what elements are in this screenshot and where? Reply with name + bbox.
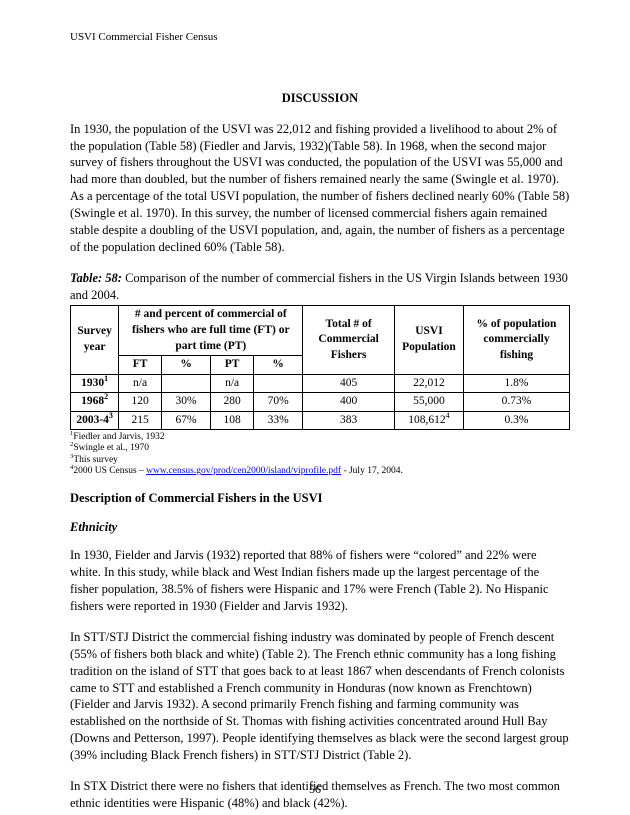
subsection-heading: Description of Commercial Fishers in the… bbox=[70, 490, 570, 507]
cell: 67% bbox=[161, 411, 210, 430]
fn3-text: This survey bbox=[73, 455, 118, 465]
cell: 280 bbox=[211, 393, 254, 412]
fn2-text: Swingle et al., 1970 bbox=[73, 443, 149, 453]
cell bbox=[253, 374, 302, 393]
footnote-3: 3This survey bbox=[70, 455, 570, 466]
footnote-2: 2Swingle et al., 1970 bbox=[70, 443, 570, 454]
col-usvi-pop: USVI Population bbox=[394, 306, 463, 374]
cell: 108,6124 bbox=[394, 411, 463, 430]
col-total-fishers: Total # of Commercial Fishers bbox=[303, 306, 395, 374]
cell: n/a bbox=[211, 374, 254, 393]
census-link[interactable]: www.census.gov/prod/cen2000/island/vipro… bbox=[146, 466, 341, 476]
year-2003: 2003-4 bbox=[76, 414, 109, 426]
fisher-table: Survey year # and percent of commercial … bbox=[70, 305, 570, 430]
cell: n/a bbox=[119, 374, 162, 393]
table-caption-text: Comparison of the number of commercial f… bbox=[70, 271, 568, 302]
col-pt-pct: % bbox=[253, 356, 302, 375]
table-row: 19301 n/a n/a 405 22,012 1.8% bbox=[71, 374, 570, 393]
col-survey-year: Survey year bbox=[71, 306, 119, 374]
col-pt: PT bbox=[211, 356, 254, 375]
sup-1: 1 bbox=[104, 374, 108, 383]
ethnicity-para-2: In STT/STJ District the commercial fishi… bbox=[70, 629, 570, 764]
sup-3: 3 bbox=[109, 411, 113, 420]
year-1930: 1930 bbox=[81, 377, 104, 389]
sup-2: 2 bbox=[104, 392, 108, 401]
table-row: 19682 120 30% 280 70% 400 55,000 0.73% bbox=[71, 393, 570, 412]
page-header: USVI Commercial Fisher Census bbox=[70, 30, 570, 45]
cell: 33% bbox=[253, 411, 302, 430]
fn4-text-b: - July 17, 2004. bbox=[341, 466, 403, 476]
table-row: 2003-43 215 67% 108 33% 383 108,6124 0.3… bbox=[71, 411, 570, 430]
fn4-text-a: 2000 US Census – bbox=[73, 466, 146, 476]
cell: 120 bbox=[119, 393, 162, 412]
col-ft: FT bbox=[119, 356, 162, 375]
intro-paragraph: In 1930, the population of the USVI was … bbox=[70, 121, 570, 256]
row-1968-label: 19682 bbox=[71, 393, 119, 412]
cell: 22,012 bbox=[394, 374, 463, 393]
footnote-4: 42000 US Census – www.census.gov/prod/ce… bbox=[70, 466, 570, 477]
col-ftpt: # and percent of commercial of fishers w… bbox=[119, 306, 303, 356]
sup-4: 4 bbox=[446, 411, 450, 420]
ethnicity-heading: Ethnicity bbox=[70, 519, 570, 536]
cell: 0.3% bbox=[464, 411, 570, 430]
pop-2003: 108,612 bbox=[408, 414, 445, 426]
year-1968: 1968 bbox=[81, 395, 104, 407]
cell: 55,000 bbox=[394, 393, 463, 412]
table-caption: Table: 58: Comparison of the number of c… bbox=[70, 270, 570, 304]
cell: 400 bbox=[303, 393, 395, 412]
ethnicity-para-1: In 1930, Fielder and Jarvis (1932) repor… bbox=[70, 547, 570, 615]
cell: 1.8% bbox=[464, 374, 570, 393]
fn1-text: Fiedler and Jarvis, 1932 bbox=[73, 432, 164, 442]
discussion-heading: DISCUSSION bbox=[70, 90, 570, 107]
table-caption-label: Table: 58: bbox=[70, 271, 122, 285]
cell: 405 bbox=[303, 374, 395, 393]
col-pct-fishing: % of population commercially fishing bbox=[464, 306, 570, 374]
footnote-1: 1Fiedler and Jarvis, 1932 bbox=[70, 432, 570, 443]
table-footnotes: 1Fiedler and Jarvis, 1932 2Swingle et al… bbox=[70, 432, 570, 478]
cell: 30% bbox=[161, 393, 210, 412]
page-number: 56 bbox=[0, 781, 630, 797]
cell bbox=[161, 374, 210, 393]
cell: 108 bbox=[211, 411, 254, 430]
col-ft-pct: % bbox=[161, 356, 210, 375]
cell: 215 bbox=[119, 411, 162, 430]
row-2003-label: 2003-43 bbox=[71, 411, 119, 430]
cell: 70% bbox=[253, 393, 302, 412]
cell: 0.73% bbox=[464, 393, 570, 412]
row-1930-label: 19301 bbox=[71, 374, 119, 393]
cell: 383 bbox=[303, 411, 395, 430]
table-header-row-1: Survey year # and percent of commercial … bbox=[71, 306, 570, 356]
